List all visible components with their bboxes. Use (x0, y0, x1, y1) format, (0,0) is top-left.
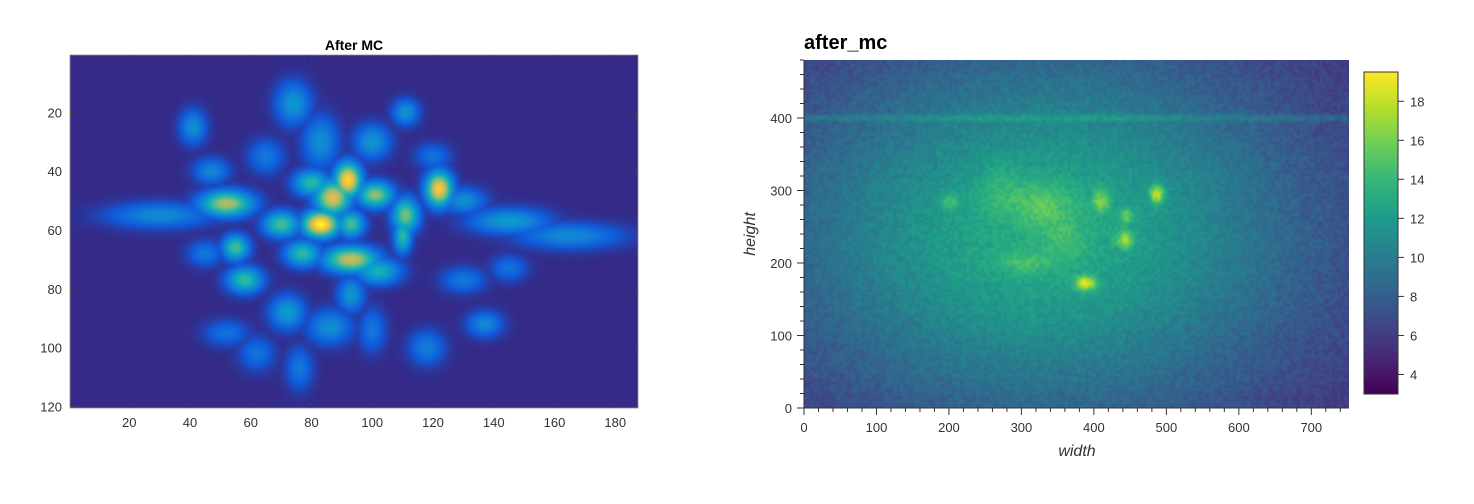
left-x-tick-label: 120 (422, 415, 444, 430)
colorbar-tick-label: 18 (1410, 94, 1424, 109)
colorbar-tick-label: 4 (1410, 367, 1417, 382)
right-x-axis: 0 100 200 300 400 500 600 700 (800, 408, 1341, 435)
colorbar-tick-label: 16 (1410, 133, 1424, 148)
right-x-tick-label: 500 (1156, 420, 1178, 435)
right-x-tick-label: 0 (800, 420, 807, 435)
right-chart-title: after_mc (804, 32, 887, 54)
left-plot-frame (69, 54, 639, 409)
left-chart-title: After MC (325, 37, 383, 53)
right-x-tick-label: 700 (1300, 420, 1322, 435)
left-x-tick-label: 140 (483, 415, 505, 430)
left-y-tick-label: 80 (48, 282, 62, 297)
left-heatmap-panel: After MC 20 40 60 80 100 120 140 160 180 20 40 60 8… (40, 37, 639, 430)
left-x-tick-label: 20 (122, 415, 136, 430)
left-x-tick-label: 80 (304, 415, 318, 430)
right-x-axis-label: width (1058, 443, 1095, 460)
right-x-tick-label: 100 (866, 420, 888, 435)
left-y-axis: 20 40 60 80 100 120 (40, 105, 638, 415)
right-y-tick-label: 200 (770, 256, 792, 271)
left-y-tick-label: 60 (48, 223, 62, 238)
right-x-tick-label: 300 (1011, 420, 1033, 435)
colorbar-gradient (1364, 72, 1398, 394)
colorbar-tick-label: 12 (1410, 211, 1424, 226)
right-x-tick-label: 200 (938, 420, 960, 435)
right-y-tick-label: 0 (785, 401, 792, 416)
right-y-tick-label: 100 (770, 329, 792, 344)
right-heatmap-panel: after_mc 0 100 200 300 400 500 600 700 0 100 200 3… (742, 32, 1424, 460)
colorbar-tick-label: 6 (1410, 328, 1417, 343)
right-heatmap-image (804, 60, 1349, 408)
right-y-tick-label: 300 (770, 184, 792, 199)
colorbar-tick-label: 14 (1410, 172, 1424, 187)
left-heatmap-image (70, 55, 638, 408)
left-y-tick-label: 120 (40, 400, 62, 415)
colorbar-axis: 4 6 8 10 12 14 16 18 (1398, 94, 1424, 382)
right-y-tick-label: 400 (770, 111, 792, 126)
left-y-tick-label: 20 (48, 105, 62, 120)
left-x-tick-label: 60 (243, 415, 257, 430)
right-y-axis-label: height (742, 212, 759, 256)
right-x-tick-label: 400 (1083, 420, 1105, 435)
left-x-axis: 20 40 60 80 100 120 140 160 180 (122, 55, 626, 430)
right-x-tick-label: 600 (1228, 420, 1250, 435)
left-x-tick-label: 40 (183, 415, 197, 430)
left-x-tick-label: 180 (604, 415, 626, 430)
left-x-tick-label: 100 (361, 415, 383, 430)
right-y-axis: 0 100 200 300 400 (770, 59, 804, 416)
left-y-tick-label: 40 (48, 164, 62, 179)
left-y-tick-label: 100 (40, 341, 62, 356)
colorbar-tick-label: 10 (1410, 250, 1424, 265)
colorbar-frame (1363, 71, 1399, 395)
colorbar-tick-label: 8 (1410, 289, 1417, 304)
left-x-tick-label: 160 (544, 415, 566, 430)
